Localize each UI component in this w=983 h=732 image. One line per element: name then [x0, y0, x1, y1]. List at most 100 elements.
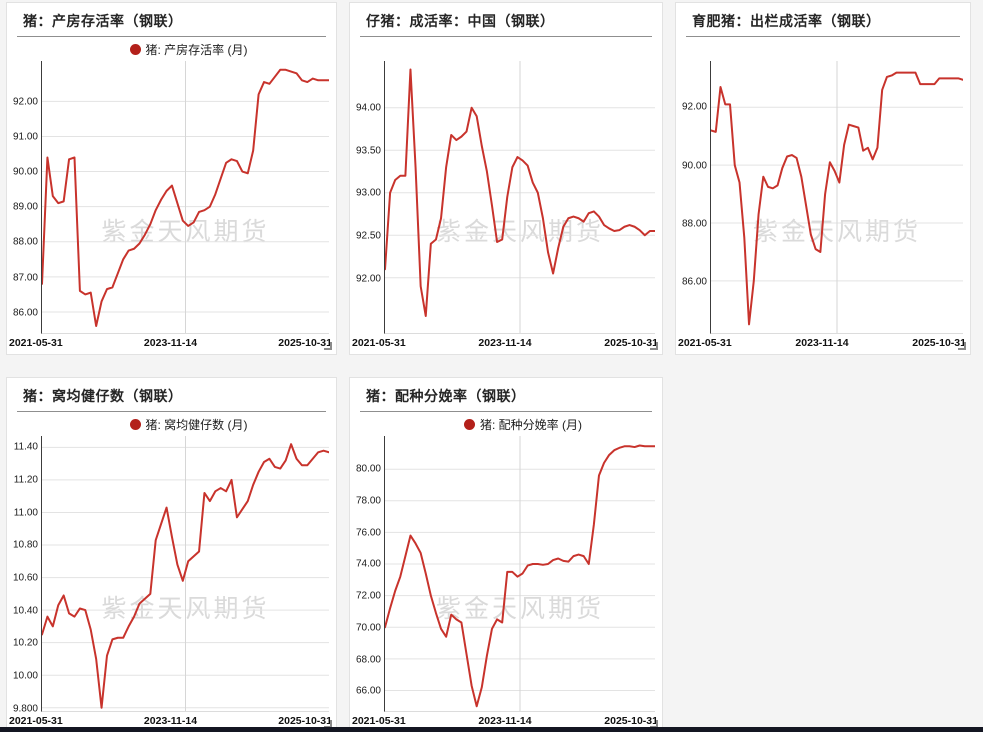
chart-card-healthy-piglets-per-litter: 猪：窝均健仔数（钢联） 猪: 窝均健仔数 (月) 11.40 11.20 11.00… [6, 377, 337, 732]
resize-grip-icon[interactable] [324, 342, 332, 350]
y-tick-label: 86.00 [681, 276, 707, 288]
y-tick-label: 87.00 [12, 272, 38, 284]
x-axis-labels: 2021-05-31 2023-11-14 2025-10-31 [676, 334, 970, 354]
data-line [385, 445, 655, 706]
x-tick-label: 2023-11-14 [478, 715, 532, 727]
resize-grip-icon[interactable] [958, 342, 966, 350]
y-tick-label: 88.00 [12, 236, 38, 248]
y-tick-label: 11.20 [13, 474, 38, 486]
chart-legend: 猪: 窝均健仔数 (月) [41, 412, 336, 436]
x-axis-labels: 2021-05-31 2023-11-14 2025-10-31 [350, 712, 662, 732]
chart-plot-area[interactable]: 紫金天风期货 [384, 61, 655, 334]
y-tick-label: 92.00 [12, 96, 38, 107]
y-tick-label: 93.50 [355, 145, 381, 157]
y-tick-label: 78.00 [355, 495, 381, 507]
plot-row: 92.00 90.00 88.00 86.00 紫金天风期货 [676, 61, 970, 334]
y-tick-label: 86.00 [12, 307, 38, 319]
y-tick-label: 92.00 [355, 273, 381, 285]
x-tick-label: 2023-11-14 [143, 715, 198, 727]
title-separator [360, 411, 652, 412]
y-tick-label: 9.800 [12, 703, 38, 715]
x-tick-label: 2021-05-31 [352, 715, 406, 727]
legend-label: 猪: 产房存活率 (月) [145, 42, 248, 57]
x-tick-label: 2021-05-31 [352, 337, 406, 349]
y-tick-label: 66.00 [355, 685, 381, 697]
x-tick-label: 2023-11-14 [795, 337, 849, 349]
legend-dot-icon [129, 418, 141, 430]
data-line [385, 69, 655, 316]
chart-plot-area[interactable]: 紫金天风期货 [41, 436, 329, 712]
y-axis-labels: 94.00 93.50 93.00 92.50 92.00 [350, 61, 384, 334]
data-line [711, 73, 963, 325]
x-tick-label: 2025-10-31 [278, 715, 332, 727]
y-tick-label: 72.00 [355, 590, 381, 602]
x-tick-label: 2021-05-31 [9, 715, 63, 727]
chart-plot-area[interactable]: 紫金天风期货 [710, 61, 963, 334]
legend-dot-icon [464, 418, 475, 430]
data-line [42, 444, 329, 708]
x-tick-label: 2023-11-14 [143, 337, 198, 349]
y-tick-label: 11.40 [13, 441, 38, 453]
x-tick-label: 2023-11-14 [478, 337, 532, 349]
y-tick-label: 76.00 [355, 527, 381, 539]
data-line [42, 70, 329, 326]
y-tick-label: 10.00 [12, 670, 38, 682]
chart-card-fattening-pig-survival: 育肥猪：出栏成活率（钢联） 92.00 90.00 88.00 86.00 紫金天风期… [675, 2, 971, 355]
y-tick-label: 80.00 [355, 463, 381, 475]
y-tick-label: 90.00 [12, 166, 38, 178]
legend-label: 猪: 窝均健仔数 (月) [145, 417, 248, 432]
y-tick-label: 94.00 [355, 102, 381, 114]
y-axis-labels: 80.00 78.00 76.00 74.00 72.00 70.00 68.00 66.00 [350, 436, 384, 712]
y-tick-label: 90.00 [681, 160, 707, 172]
plot-row: 80.00 78.00 76.00 74.00 72.00 70.00 68.00 66.00… [350, 436, 662, 712]
x-tick-label: 2025-10-31 [604, 337, 658, 349]
y-tick-label: 92.50 [355, 230, 381, 242]
chart-title: 育肥猪：出栏成活率（钢联） [692, 13, 881, 29]
y-tick-label: 93.00 [355, 187, 381, 199]
x-tick-label: 2025-10-31 [278, 337, 332, 349]
x-tick-label: 2021-05-31 [678, 337, 732, 349]
chart-plot-area[interactable]: 紫金天风期货 [384, 436, 655, 712]
y-tick-label: 68.00 [355, 654, 381, 666]
legend-label: 猪: 配种分娩率 (月) [480, 417, 582, 432]
y-tick-label: 74.00 [355, 558, 381, 570]
y-tick-label: 10.60 [12, 572, 38, 584]
y-tick-label: 10.40 [12, 605, 38, 617]
title-separator [17, 411, 326, 412]
chart-card-piglet-survival: 仔猪：成活率：中国（钢联） 94.00 93.50 93.00 92.50 92.00 … [349, 2, 663, 355]
chart-title: 猪：配种分娩率（钢联） [366, 388, 526, 404]
chart-title: 猪：产房存活率（钢联） [23, 13, 183, 29]
y-tick-label: 91.00 [12, 131, 38, 143]
title-separator [686, 36, 960, 37]
chart-plot-area[interactable]: 紫金天风期货 [41, 61, 329, 334]
y-tick-label: 11.00 [13, 507, 38, 519]
y-tick-label: 88.00 [681, 218, 707, 230]
x-axis-labels: 2021-05-31 2023-11-14 2025-10-31 [350, 334, 662, 354]
chart-legend: 猪: 产房存活率 (月) [41, 37, 336, 61]
title-separator [360, 36, 652, 37]
y-tick-label: 89.00 [12, 201, 38, 213]
y-tick-label: 92.00 [681, 101, 707, 113]
x-tick-label: 2025-10-31 [912, 337, 966, 349]
x-axis-labels: 2021-05-31 2023-11-14 2025-10-31 [7, 712, 336, 732]
window-bottom-edge [0, 727, 983, 732]
x-tick-label: 2021-05-31 [9, 337, 63, 349]
chart-card-breeding-farrowing-rate: 猪：配种分娩率（钢联） 猪: 配种分娩率 (月) 80.00 78.00 76.00… [349, 377, 663, 732]
legend-dot-icon [129, 43, 141, 55]
title-separator [17, 36, 326, 37]
chart-title: 仔猪：成活率：中国（钢联） [366, 13, 555, 29]
plot-row: 94.00 93.50 93.00 92.50 92.00 紫金天风期货 [350, 61, 662, 334]
y-tick-label: 10.20 [12, 637, 38, 649]
chart-legend: 猪: 配种分娩率 (月) [384, 412, 662, 436]
plot-row: 92.00 91.00 90.00 89.00 88.00 87.00 86.00 紫金天风… [7, 61, 336, 334]
y-axis-labels: 92.00 90.00 88.00 86.00 [676, 61, 710, 334]
y-tick-label: 70.00 [355, 622, 381, 634]
x-axis-labels: 2021-05-31 2023-11-14 2025-10-31 [7, 334, 336, 354]
plot-row: 11.40 11.20 11.00 10.80 10.60 10.40 10.20 10.00… [7, 436, 336, 715]
resize-grip-icon[interactable] [650, 342, 658, 350]
x-tick-label: 2025-10-31 [604, 715, 658, 727]
y-tick-label: 10.80 [12, 539, 38, 551]
chart-card-farrowing-survival: 猪：产房存活率（钢联） 猪: 产房存活率 (月) 92.00 91.00 90.00… [6, 2, 337, 355]
chart-title: 猪：窝均健仔数（钢联） [23, 388, 183, 404]
y-axis-labels: 11.40 11.20 11.00 10.80 10.60 10.40 10.20 10.00… [7, 436, 41, 715]
